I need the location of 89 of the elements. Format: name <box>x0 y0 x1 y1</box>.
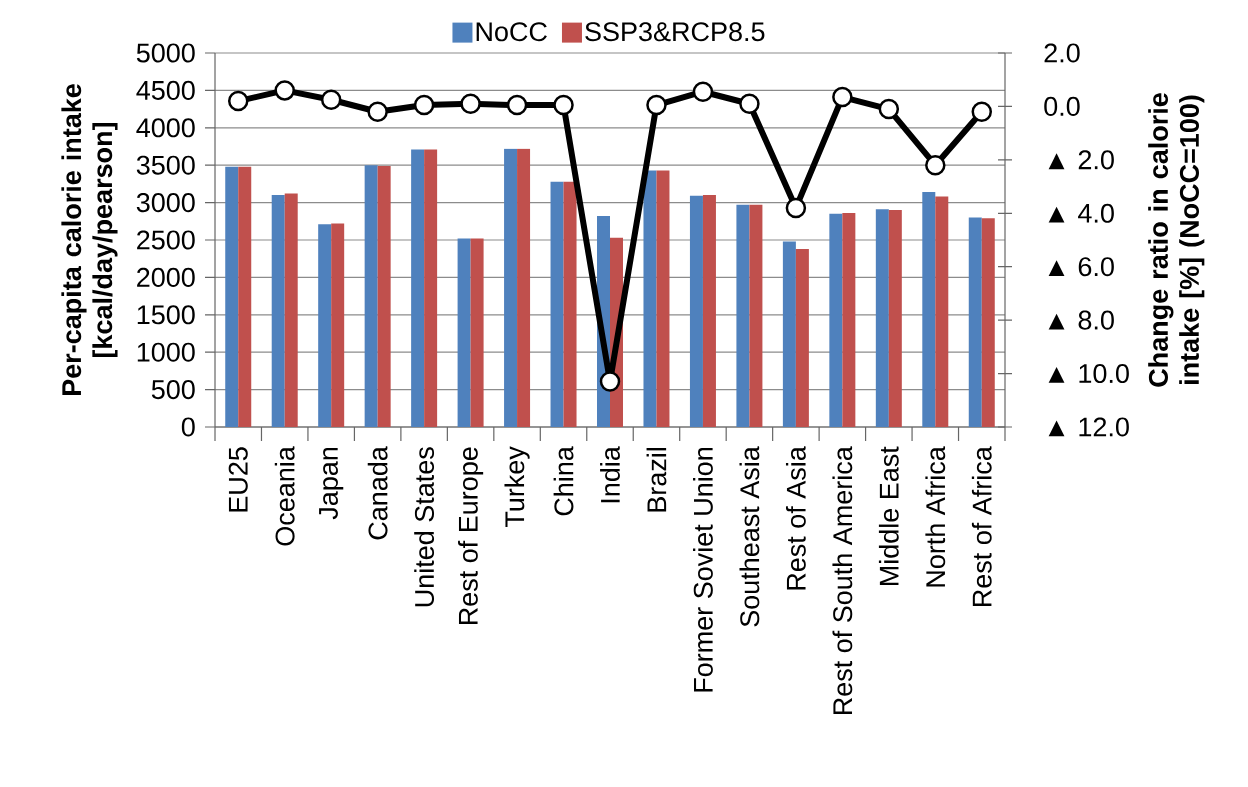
bar <box>888 210 902 427</box>
bar <box>702 195 716 427</box>
bar <box>457 238 471 427</box>
y2-tick-label: ▲ 10.0 <box>1048 364 1129 384</box>
bar <box>736 204 750 427</box>
y2-tick-label: 2.0 <box>1044 43 1080 63</box>
bar <box>318 224 332 427</box>
bar <box>968 217 982 427</box>
y2-tick-label: ▲ 4.0 <box>1048 203 1114 223</box>
bar <box>829 213 843 427</box>
point <box>274 80 295 101</box>
y-tick-label: 3000 <box>136 193 195 213</box>
point <box>739 93 760 114</box>
x-tick-label: United States <box>414 447 435 607</box>
bar <box>922 192 936 427</box>
x-tick-label: Rest of Europe <box>458 447 484 625</box>
bar <box>470 238 484 427</box>
bar <box>643 170 657 427</box>
point <box>460 93 481 114</box>
bar <box>795 248 809 427</box>
y-tick-label: 4500 <box>136 80 195 100</box>
bar <box>749 204 763 427</box>
x-tick-label: China <box>553 446 574 516</box>
x-tick-label: Japan <box>319 447 344 520</box>
bar <box>225 166 239 427</box>
x-tick-label: Former Soviet Union <box>693 447 713 692</box>
x-tick-label: Southeast Asia <box>739 446 760 627</box>
y-tick-label: 2500 <box>137 230 195 250</box>
y-tick-label: 3500 <box>136 155 195 175</box>
y-tick-label: 500 <box>151 380 195 400</box>
point <box>228 90 249 112</box>
y2-tick-label: ▲ 12.0 <box>1048 417 1129 437</box>
y2-tick-label: ▲ 2.0 <box>1048 150 1114 170</box>
point <box>413 94 435 116</box>
y-tick-label: 4000 <box>136 118 195 138</box>
bar <box>331 223 345 427</box>
bar <box>411 149 425 427</box>
legend-label: NoCC <box>476 22 547 42</box>
x-tick-label: North Africa <box>925 446 946 587</box>
x-tick-label: Canada <box>367 446 388 540</box>
y2-tick-label: ▲ 8.0 <box>1048 310 1114 330</box>
bar <box>563 181 577 427</box>
point <box>832 86 853 108</box>
bar <box>364 165 378 427</box>
point <box>553 94 574 116</box>
x-tick-label: Oceania <box>274 446 295 546</box>
bar <box>842 213 856 427</box>
bar <box>517 148 531 427</box>
point <box>785 197 807 219</box>
bar <box>935 196 949 427</box>
x-tick-label: Rest of South America <box>832 446 853 715</box>
bar <box>504 148 518 427</box>
bar <box>782 241 796 427</box>
point <box>692 81 714 102</box>
y-tick-label: 5000 <box>136 43 195 63</box>
bar <box>271 195 285 427</box>
y-tick-label: 2000 <box>137 267 195 287</box>
point <box>971 101 993 123</box>
y-axis-title: Per-capita calorie intake [kcal/day/pearson] <box>61 84 118 396</box>
y-tick-label: 1500 <box>137 305 195 325</box>
bar <box>656 170 670 427</box>
point <box>925 154 946 176</box>
bar <box>238 166 252 427</box>
bar <box>424 149 438 427</box>
bar <box>689 195 703 427</box>
x-tick-label: Middle East <box>878 446 899 586</box>
x-tick-label: Rest of Africa <box>971 446 992 607</box>
x-tick-label: Brazil <box>646 448 667 512</box>
x-tick-label: India <box>600 446 620 503</box>
bar <box>284 193 298 427</box>
point <box>646 94 667 116</box>
point <box>320 89 342 110</box>
point <box>878 98 900 120</box>
y2-tick-label: ▲ 6.0 <box>1048 257 1114 277</box>
bar <box>981 218 995 427</box>
bar <box>875 209 889 427</box>
y-tick-label: 1000 <box>137 342 195 362</box>
point <box>506 94 528 116</box>
x-tick-label: EU25 <box>228 447 248 512</box>
legend-label: SSP3&RCP8.5 <box>585 22 765 42</box>
bar <box>377 165 391 427</box>
point <box>599 371 621 392</box>
point <box>367 101 388 123</box>
y2-tick-label: 0.0 <box>1044 96 1080 116</box>
x-tick-label: Turkey <box>504 446 530 528</box>
y2-axis-title: Change ratio in calorie intake [%] (NoCC=100) <box>1148 93 1205 387</box>
y-tick-label: 0 <box>181 417 195 437</box>
bar <box>550 181 564 427</box>
x-tick-label: Rest of Asia <box>785 446 806 590</box>
